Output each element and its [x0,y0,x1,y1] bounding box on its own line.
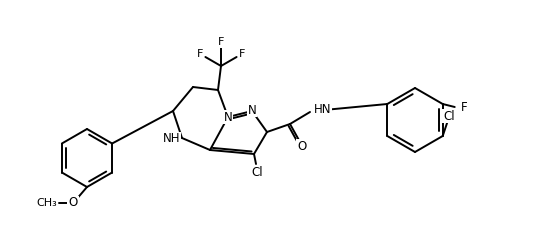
Text: N: N [224,110,232,123]
Text: O: O [297,140,307,152]
Text: F: F [461,100,468,114]
Text: F: F [218,37,224,47]
Text: NH: NH [163,132,180,146]
Text: F: F [197,49,203,59]
Text: N: N [248,104,256,117]
Text: F: F [239,49,245,59]
Text: Cl: Cl [251,165,263,178]
Text: CH₃: CH₃ [36,198,57,208]
Text: Cl: Cl [443,109,455,123]
Text: O: O [68,196,78,210]
Text: HN: HN [314,102,332,115]
